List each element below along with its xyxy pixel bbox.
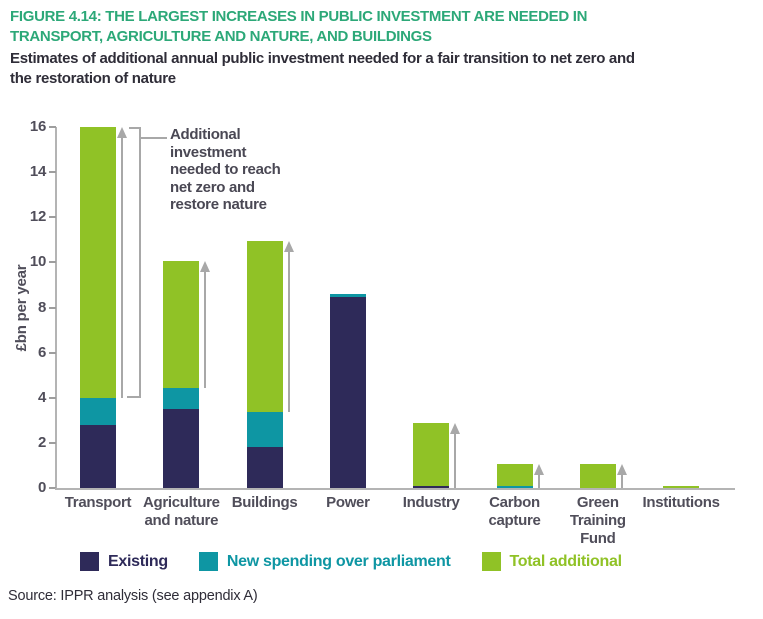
bar-buildings-total-additional [246,240,283,413]
y-tick-label: 8 [37,298,46,316]
bar-transport-existing [80,424,116,488]
annotation-bracket-vertical [139,127,141,398]
x-axis-label-transport: Transport [64,494,132,511]
increase-arrow-head-icon [283,240,294,252]
bar-transport-total-additional [80,127,116,398]
increase-arrow-head-icon [200,261,211,273]
increase-arrow-shaft [204,271,207,388]
bar-buildings-new-spending [246,412,283,448]
increase-arrow-shaft [287,250,290,413]
increase-arrow-shaft [620,474,623,488]
increase-arrow-head-icon [450,422,461,434]
bar-power-existing [329,297,366,488]
bar-agriculture-and-nature-existing [163,409,200,488]
increase-arrow-shaft [537,474,540,488]
bar-transport-new-spending [80,397,116,425]
y-tick-mark [49,487,56,489]
bar-carbon-capture-new-spending [496,485,533,488]
x-axis-label-power: Power [326,494,370,511]
figure-subtitle: Estimates of additional annual public in… [10,50,635,87]
legend-item-new-spending: New spending over parliament [198,552,451,571]
x-axis-line [55,488,735,490]
legend-label-new-spending: New spending over parliament [226,552,451,570]
bar-green-training-fund-total-additional [579,464,616,488]
y-tick-mark [49,261,56,264]
figure-title: FIGURE 4.14: THE LARGEST INCREASES IN PU… [10,8,588,45]
annotation-bracket-top [129,127,141,129]
annotation-connector [141,137,167,139]
y-tick-label: 12 [29,208,46,226]
y-tick-mark [49,216,56,219]
bar-agriculture-and-nature-new-spending [163,387,200,410]
increase-arrow-head-icon [117,127,127,138]
x-axis-label-industry: Industry [402,494,460,511]
legend-swatch-new-spending [198,552,218,571]
annotation-bracket-bottom [127,395,141,398]
increase-arrow-head-icon [616,464,627,476]
x-axis-label-agriculture-and-nature: Agriculture and nature [142,494,220,529]
bar-industry-total-additional [413,422,450,486]
x-axis-label-carbon-capture: Carbon capture [488,494,541,529]
increase-arrow-head-icon [533,464,544,476]
legend: Existing New spending over parliament Tota… [80,552,622,571]
bar-power-new-spending [329,293,366,298]
y-tick-label: 4 [37,388,46,406]
y-tick-label: 0 [37,479,46,496]
bar-industry-existing [413,485,450,488]
y-tick-label: 14 [29,163,46,181]
bar-carbon-capture-total-additional [496,464,533,486]
source-note: Source: IPPR analysis (see appendix A) [8,588,258,604]
y-tick-mark [49,171,56,174]
y-tick-mark [49,306,56,309]
y-tick-mark [49,126,56,128]
legend-label-existing: Existing [108,552,168,570]
bar-agriculture-and-nature-total-additional [163,261,200,388]
legend-item-total-additional: Total additional [481,552,623,571]
annotation-text: Additional investment needed to reach ne… [170,126,281,213]
y-axis-line [55,127,57,490]
legend-label-total-additional: Total additional [509,552,623,570]
y-tick-label: 16 [29,118,46,135]
y-tick-mark [49,396,56,399]
y-tick-label: 6 [37,343,46,361]
y-tick-mark [49,351,56,354]
legend-swatch-existing [80,552,99,571]
x-axis-label-buildings: Buildings [231,494,298,511]
x-axis-label-green-training-fund: Green Training Fund [569,494,626,547]
y-tick-label: 10 [29,253,46,271]
y-tick-label: 2 [37,433,46,451]
legend-swatch-total-additional [481,552,501,571]
bar-institutions-total-additional [663,485,700,488]
increase-arrow-shaft [121,137,123,398]
x-axis-label-institutions: Institutions [642,494,720,511]
y-tick-mark [49,441,56,444]
legend-item-existing: Existing [80,552,168,571]
increase-arrow-shaft [454,432,457,488]
bar-buildings-existing [246,447,283,488]
